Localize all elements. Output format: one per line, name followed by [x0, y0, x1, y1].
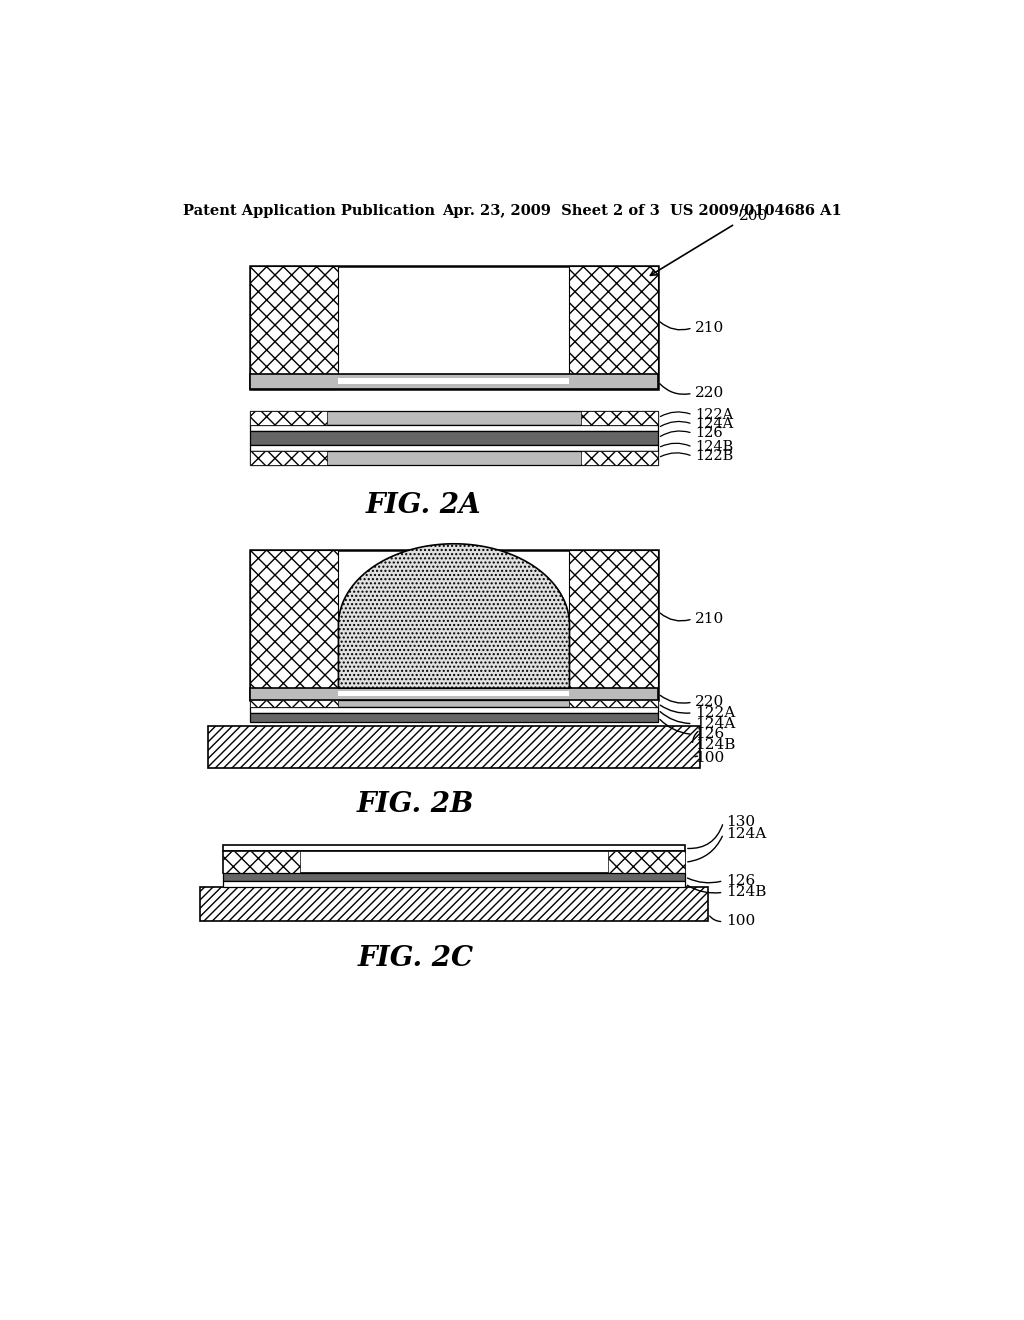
Text: 210: 210	[695, 321, 724, 335]
Bar	[608, 851, 685, 873]
Text: 124A: 124A	[695, 717, 735, 730]
Text: FIG. 2A: FIG. 2A	[366, 492, 481, 519]
Text: 126: 126	[726, 874, 755, 887]
Bar	[250, 411, 658, 425]
Text: 130: 130	[726, 816, 755, 829]
Bar	[223, 845, 685, 851]
Text: 122A: 122A	[695, 706, 735, 719]
Bar	[250, 708, 658, 713]
Text: 122B: 122B	[695, 449, 733, 463]
Bar	[208, 726, 700, 768]
Text: 210: 210	[695, 612, 724, 626]
Bar	[569, 700, 658, 708]
Text: 100: 100	[695, 751, 724, 766]
Text: 124A: 124A	[726, 826, 766, 841]
Bar	[223, 851, 300, 873]
Bar	[250, 430, 658, 445]
Bar	[581, 411, 658, 425]
Bar	[250, 374, 658, 389]
Bar	[250, 713, 658, 722]
Bar	[223, 851, 685, 873]
Bar	[200, 887, 708, 921]
Bar	[250, 549, 339, 700]
Bar	[250, 445, 658, 451]
Bar	[569, 267, 658, 389]
Text: 220: 220	[695, 696, 724, 709]
Bar	[569, 549, 658, 700]
Text: FIG. 2B: FIG. 2B	[356, 792, 474, 818]
Text: Apr. 23, 2009  Sheet 2 of 3: Apr. 23, 2009 Sheet 2 of 3	[442, 203, 660, 218]
Bar	[250, 451, 327, 465]
Text: 124A: 124A	[695, 417, 733, 432]
Text: 124B: 124B	[695, 440, 733, 454]
Polygon shape	[339, 544, 569, 688]
Text: FIG. 2C: FIG. 2C	[357, 945, 473, 972]
Text: 124B: 124B	[695, 738, 735, 752]
Text: 126: 126	[695, 727, 724, 742]
Bar	[250, 411, 327, 425]
Text: 124B: 124B	[726, 886, 766, 899]
Bar	[250, 700, 658, 708]
Bar	[339, 378, 569, 384]
Bar	[250, 549, 658, 700]
Bar	[223, 880, 685, 887]
Text: 220: 220	[695, 387, 724, 400]
Bar	[223, 873, 685, 880]
Text: 126: 126	[695, 426, 723, 441]
Bar	[581, 451, 658, 465]
Text: 122A: 122A	[695, 408, 733, 422]
Text: US 2009/0104686 A1: US 2009/0104686 A1	[670, 203, 842, 218]
Text: 200: 200	[739, 209, 768, 223]
Bar	[250, 267, 339, 389]
Text: 100: 100	[726, 915, 755, 928]
Bar	[250, 700, 339, 708]
Bar	[250, 451, 658, 465]
Bar	[250, 688, 658, 700]
Text: Patent Application Publication: Patent Application Publication	[183, 203, 435, 218]
Bar	[250, 425, 658, 430]
Bar	[339, 692, 569, 696]
Bar	[250, 267, 658, 389]
